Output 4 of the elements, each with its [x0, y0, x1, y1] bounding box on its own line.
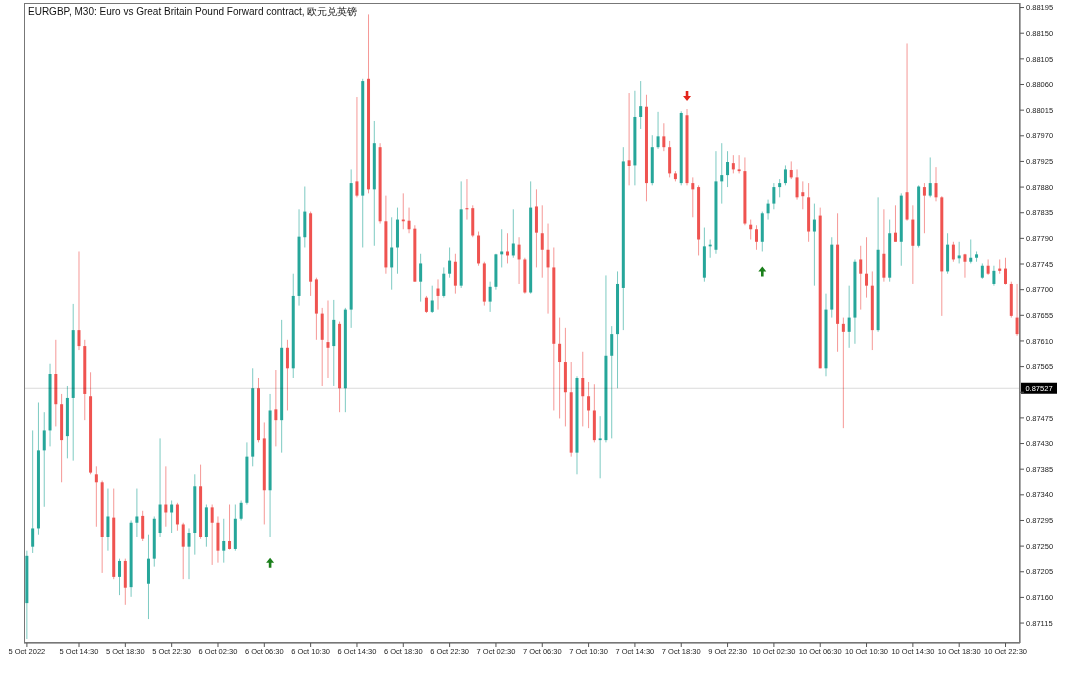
candlestick: [986, 258, 990, 276]
point: [266, 557, 275, 568]
chart-title: EURGBP, M30: Euro vs Great Britain Pound Forward contract, 欧元兑英镑: [28, 5, 358, 19]
point: [758, 266, 767, 277]
